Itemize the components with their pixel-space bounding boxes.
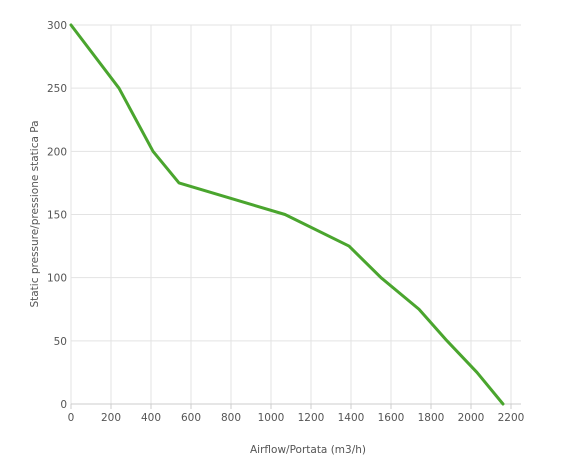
y-tick-label: 50 bbox=[54, 336, 67, 348]
y-axis-title: Static pressure/pressione statica Pa bbox=[29, 120, 41, 307]
y-tick-label: 150 bbox=[47, 210, 67, 222]
y-tick-label: 0 bbox=[60, 399, 67, 411]
x-tick-label: 400 bbox=[141, 412, 161, 424]
x-axis-title: Airflow/Portata (m3/h) bbox=[250, 444, 366, 456]
x-tick-label: 1000 bbox=[258, 412, 285, 424]
x-tick-label: 1800 bbox=[418, 412, 445, 424]
y-tick-label: 100 bbox=[47, 273, 67, 285]
axes bbox=[71, 404, 521, 409]
y-tick-label: 300 bbox=[47, 20, 67, 32]
x-tick-label: 1200 bbox=[298, 412, 325, 424]
x-tick-label: 800 bbox=[221, 412, 241, 424]
x-tick-label: 600 bbox=[181, 412, 201, 424]
x-tick-label: 0 bbox=[68, 412, 75, 424]
x-tick-label: 200 bbox=[101, 412, 121, 424]
x-tick-label: 2000 bbox=[458, 412, 485, 424]
x-tick-label: 2200 bbox=[498, 412, 525, 424]
y-tick-label: 250 bbox=[47, 83, 67, 95]
x-tick-label: 1400 bbox=[338, 412, 365, 424]
x-tick-label: 1600 bbox=[378, 412, 405, 424]
y-tick-label: 200 bbox=[47, 146, 67, 158]
